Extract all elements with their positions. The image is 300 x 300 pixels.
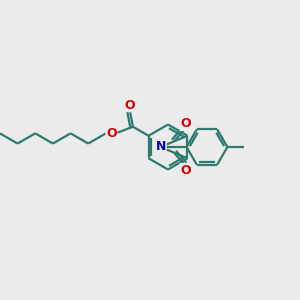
Text: O: O bbox=[124, 99, 135, 112]
Text: O: O bbox=[180, 118, 191, 130]
Text: O: O bbox=[106, 128, 117, 140]
Text: N: N bbox=[156, 140, 166, 154]
Text: O: O bbox=[180, 164, 191, 176]
